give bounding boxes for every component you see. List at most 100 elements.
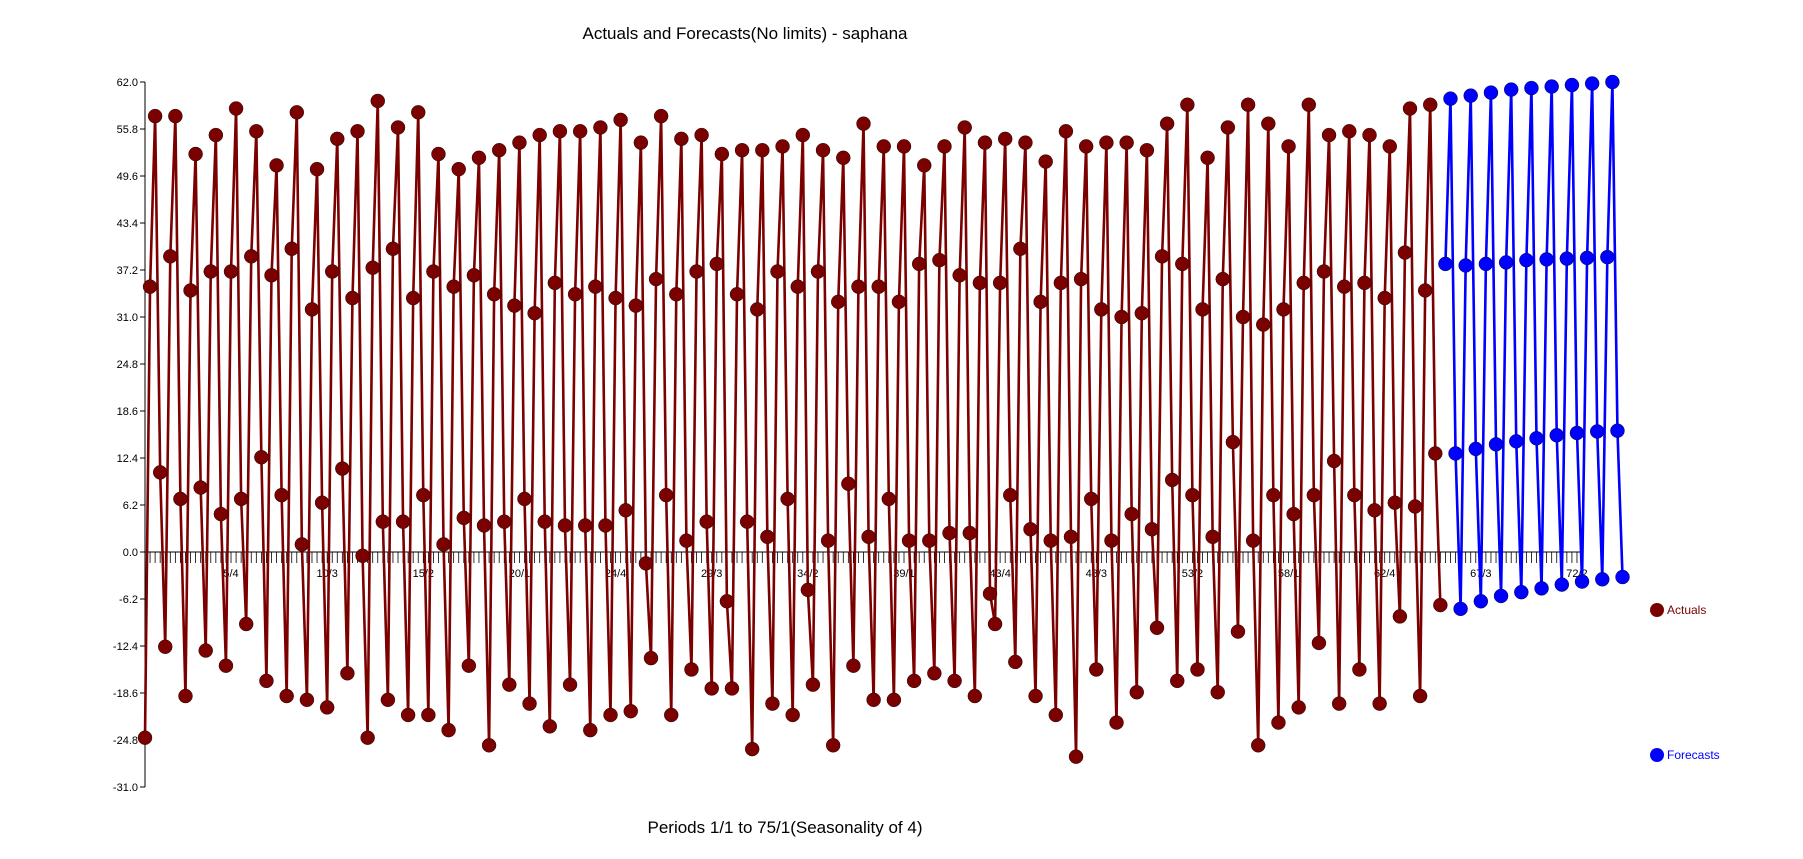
data-point-actuals (795, 127, 810, 143)
data-point-actuals (507, 298, 522, 313)
data-point-actuals (380, 692, 396, 708)
data-point-actuals (1261, 116, 1276, 131)
data-point-actuals (775, 139, 790, 154)
data-point-actuals (1124, 506, 1139, 522)
data-point-actuals (476, 518, 492, 533)
data-point-actuals (1149, 620, 1165, 636)
data-point-actuals (1175, 256, 1190, 272)
data-point-actuals (233, 491, 249, 507)
data-point-actuals (1063, 529, 1079, 545)
data-point-actuals (623, 703, 638, 719)
data-point-forecasts (1534, 581, 1549, 596)
data-point-actuals (1018, 135, 1033, 150)
data-point-actuals (1301, 97, 1317, 112)
legend-marker-actuals (1650, 602, 1664, 617)
data-point-actuals (1286, 506, 1301, 522)
data-point-forecasts (1458, 258, 1473, 273)
data-point-actuals (1190, 662, 1205, 677)
data-point-actuals (901, 533, 917, 548)
data-point-actuals (836, 150, 851, 166)
x-tick-label: 20/1 (509, 568, 530, 580)
data-point-actuals (856, 116, 871, 131)
chart-title: Actuals and Forecasts(No limits) - sapha… (582, 24, 908, 43)
data-point-actuals (881, 491, 897, 507)
data-point-actuals (309, 161, 325, 177)
data-point-actuals (669, 287, 684, 302)
data-point-actuals (1195, 302, 1210, 317)
x-tick-label: 29/3 (701, 568, 722, 580)
data-point-forecasts (1443, 91, 1458, 106)
data-point-actuals (785, 707, 800, 723)
data-point-actuals (1245, 533, 1261, 548)
data-point-forecasts (1529, 431, 1544, 446)
data-point-actuals (1392, 609, 1408, 624)
data-point-actuals (739, 514, 755, 529)
data-point-actuals (947, 673, 962, 689)
chart-axes: 62.0 55.8 49.6 43.4 37.2 31.0 24.8 18.6 12.4 6.2 0… (113, 77, 1588, 794)
data-point-forecasts (1483, 85, 1499, 100)
chart-series-lines (143, 80, 1624, 758)
data-point-actuals (567, 287, 583, 302)
data-point-actuals (1180, 97, 1195, 112)
data-point-actuals (1296, 275, 1311, 291)
y-tick-label: 43.4 (117, 218, 138, 230)
data-point-forecasts (1498, 255, 1514, 270)
data-point-actuals (1230, 624, 1246, 639)
data-point-actuals (1013, 241, 1028, 256)
data-point-actuals (284, 241, 299, 256)
data-point-actuals (972, 275, 988, 291)
data-point-actuals (1256, 317, 1271, 332)
data-point-actuals (658, 487, 674, 503)
data-point-actuals (876, 139, 891, 154)
data-point-actuals (400, 707, 416, 723)
data-point-actuals (340, 666, 355, 681)
y-tick-label: -31.0 (113, 782, 138, 794)
data-point-actuals (168, 108, 183, 124)
data-point-actuals (304, 302, 320, 317)
data-point-actuals (1225, 434, 1241, 450)
data-point-actuals (1170, 673, 1185, 689)
data-point-actuals (815, 143, 831, 158)
data-point-forecasts (1438, 256, 1453, 272)
data-point-forecasts (1473, 594, 1489, 609)
data-point-actuals (1347, 487, 1362, 503)
data-point-actuals (1331, 696, 1347, 711)
data-point-forecasts (1539, 252, 1554, 267)
data-point-actuals (1028, 688, 1043, 704)
data-point-actuals (512, 135, 527, 150)
data-point-actuals (188, 146, 203, 162)
data-point-actuals (213, 506, 229, 522)
x-tick-label: 24/4 (605, 568, 626, 580)
data-point-actuals (375, 514, 391, 529)
data-point-actuals (385, 241, 401, 256)
data-point-actuals (588, 279, 603, 294)
data-point-actuals (218, 658, 234, 673)
data-point-actuals (314, 495, 330, 510)
data-point-forecasts (1544, 79, 1559, 94)
data-point-actuals (825, 738, 841, 753)
data-point-forecasts (1478, 256, 1494, 272)
data-point-actuals (618, 503, 633, 518)
data-point-actuals (1078, 139, 1094, 154)
data-point-actuals (517, 491, 532, 507)
data-point-actuals (841, 476, 856, 491)
data-point-actuals (1235, 309, 1251, 325)
data-point-actuals (861, 529, 876, 545)
data-point-forecasts (1524, 80, 1539, 96)
data-point-actuals (987, 616, 1003, 632)
data-point-actuals (1342, 124, 1357, 139)
data-point-actuals (906, 673, 922, 689)
chart-series-points (137, 74, 1630, 764)
data-point-actuals (1134, 306, 1150, 321)
data-point-actuals (441, 722, 456, 738)
data-point-actuals (1023, 522, 1038, 537)
data-point-actuals (684, 662, 699, 677)
data-point-actuals (810, 264, 826, 279)
data-point-actuals (1276, 302, 1291, 317)
data-point-actuals (932, 252, 947, 268)
data-point-actuals (1099, 135, 1114, 150)
data-point-actuals (937, 139, 952, 154)
data-point-actuals (466, 268, 482, 283)
data-point-actuals (557, 518, 573, 533)
